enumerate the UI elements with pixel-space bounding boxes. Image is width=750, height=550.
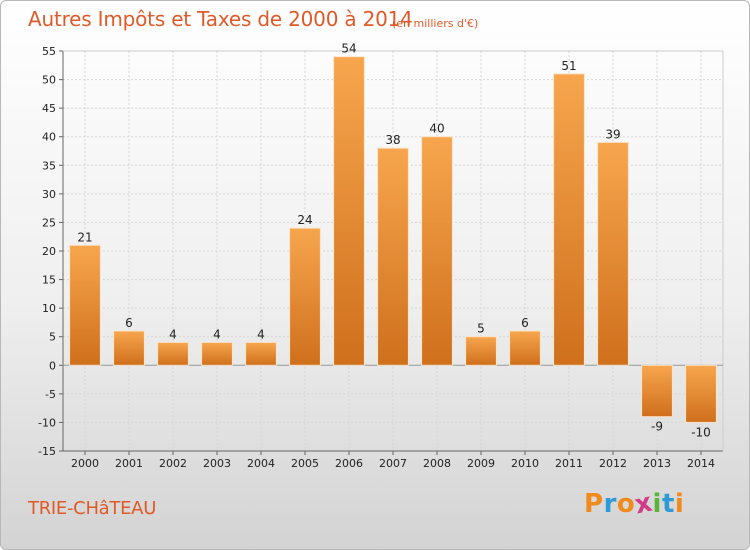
bar-2004: [245, 341, 277, 366]
x-tick-label-2005: 2005: [291, 457, 319, 470]
y-tick-label: -10: [38, 416, 56, 429]
value-label-2010: 6: [521, 316, 529, 330]
logo-letter: i: [652, 489, 662, 519]
bar-2009: [465, 336, 497, 366]
y-tick-label: 35: [42, 159, 56, 172]
y-tick-label: 30: [42, 188, 56, 201]
bar-2007: [377, 147, 409, 366]
y-tick-label: 50: [42, 74, 56, 87]
logo-letter: r: [603, 489, 617, 519]
chart-title: Autres Impôts et Taxes de 2000 à 2014: [28, 7, 413, 31]
value-label-2012: 39: [605, 127, 620, 141]
bar-2003: [201, 341, 233, 366]
bar-2000: [69, 244, 101, 366]
y-tick-label: 45: [42, 102, 56, 115]
bar-2014: [685, 364, 717, 423]
proxiti-logo: Proxiti: [584, 488, 685, 521]
x-tick-label-2009: 2009: [467, 457, 495, 470]
value-label-2006: 54: [341, 42, 356, 56]
y-tick-label: 40: [42, 131, 56, 144]
x-tick-label-2003: 2003: [203, 457, 231, 470]
bar-2006: [333, 56, 365, 366]
value-label-2014: -10: [691, 425, 711, 439]
logo-letter: P: [584, 489, 604, 519]
x-tick-label-2014: 2014: [687, 457, 715, 470]
bar-2008: [421, 136, 453, 366]
y-tick-label: 25: [42, 216, 56, 229]
x-tick-label-2012: 2012: [599, 457, 627, 470]
x-tick-label-2010: 2010: [511, 457, 539, 470]
y-tick-label: 15: [42, 274, 56, 287]
x-tick-label-2002: 2002: [159, 457, 187, 470]
value-label-2013: -9: [651, 420, 663, 434]
x-tick-label-2007: 2007: [379, 457, 407, 470]
logo-letter: t: [661, 489, 675, 519]
y-tick-label: 55: [42, 45, 56, 58]
logo-letter: o: [616, 489, 636, 519]
value-label-2008: 40: [429, 122, 444, 136]
value-label-2005: 24: [297, 213, 312, 227]
bar-2010: [509, 330, 541, 366]
chart-subtitle: (en milliers d'€): [392, 17, 479, 30]
labels: -15-10-505101520253035404550552120006200…: [38, 42, 715, 470]
y-tick-label: -5: [45, 388, 56, 401]
x-tick-label-2004: 2004: [247, 457, 275, 470]
value-label-2011: 51: [561, 59, 576, 73]
y-tick-label: 0: [49, 359, 56, 372]
value-label-2004: 4: [257, 327, 265, 341]
value-label-2009: 5: [477, 322, 485, 336]
y-tick-label: 20: [42, 245, 56, 258]
bar-2005: [289, 227, 321, 366]
x-tick-label-2013: 2013: [643, 457, 671, 470]
bars: [69, 56, 717, 423]
bar-2002: [157, 341, 189, 366]
value-label-2001: 6: [125, 316, 133, 330]
y-tick-label: 10: [42, 302, 56, 315]
value-label-2000: 21: [77, 230, 92, 244]
y-tick-label: -15: [38, 445, 56, 458]
x-tick-label-2000: 2000: [71, 457, 99, 470]
x-tick-label-2001: 2001: [115, 457, 143, 470]
value-label-2002: 4: [169, 327, 177, 341]
x-tick-label-2011: 2011: [555, 457, 583, 470]
value-label-2003: 4: [213, 327, 221, 341]
x-tick-label-2008: 2008: [423, 457, 451, 470]
value-label-2007: 38: [385, 133, 400, 147]
logo-letter: i: [674, 489, 685, 519]
commune-name: TRIE-CHâTEAU: [28, 498, 157, 519]
y-tick-label: 5: [49, 331, 56, 344]
bar-2013: [641, 364, 673, 418]
bar-2001: [113, 330, 145, 366]
x-tick-label-2006: 2006: [335, 457, 363, 470]
bar-2012: [597, 141, 629, 366]
bar-2011: [553, 73, 585, 366]
